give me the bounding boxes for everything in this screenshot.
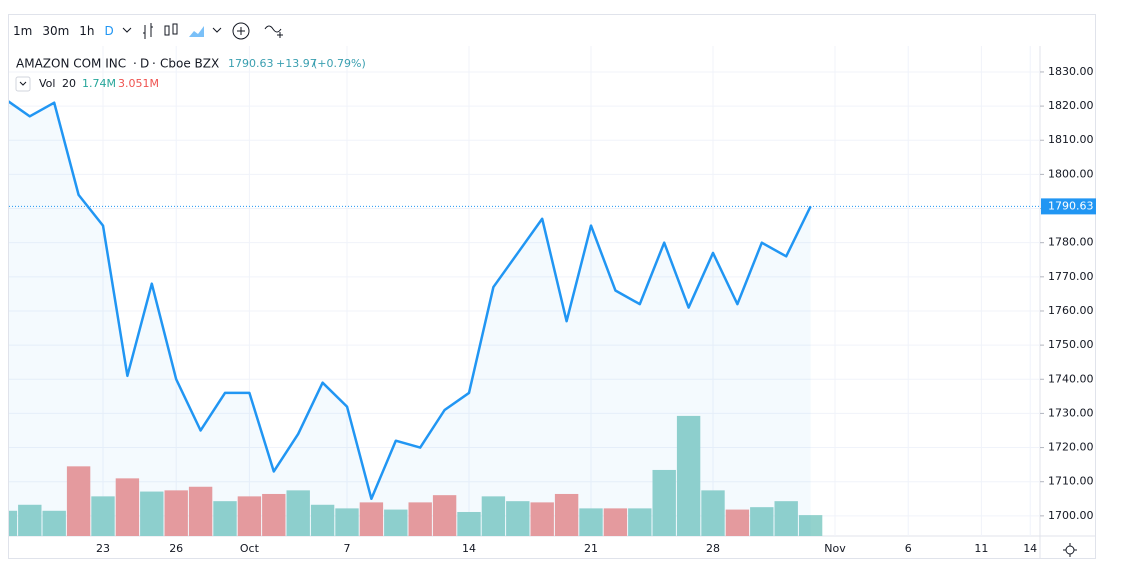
x-tick-label: 6 bbox=[905, 542, 912, 555]
close-value: 1790.63 bbox=[228, 57, 274, 70]
chart-frame bbox=[8, 14, 1096, 559]
interval-button[interactable]: 30m bbox=[42, 24, 70, 38]
area-icon[interactable] bbox=[188, 26, 204, 37]
plot bbox=[9, 100, 823, 536]
interval-button[interactable]: 1m bbox=[13, 24, 33, 38]
volume-bar bbox=[9, 510, 18, 536]
x-tick-label: 21 bbox=[584, 542, 598, 555]
dropdown-icon[interactable] bbox=[212, 27, 222, 33]
volume-bar bbox=[725, 509, 750, 536]
vol-length: 20 bbox=[62, 77, 76, 90]
compare-icon[interactable] bbox=[264, 25, 283, 38]
y-tick-label: 1800.00 bbox=[1048, 167, 1094, 180]
change-value: +13.97 bbox=[276, 57, 317, 70]
volume-bar bbox=[188, 486, 213, 536]
y-tick-label: 1710.00 bbox=[1048, 475, 1094, 488]
toolbar: 1m 30m 1h D bbox=[8, 18, 319, 44]
volume-bar bbox=[701, 490, 725, 536]
volume-bar bbox=[164, 490, 188, 536]
separator: · bbox=[152, 57, 156, 71]
volume-bar bbox=[140, 491, 164, 536]
volume-bar bbox=[579, 508, 603, 536]
last-price-box bbox=[1041, 198, 1096, 215]
dropdown-icon[interactable] bbox=[122, 27, 132, 33]
volume-bar bbox=[676, 415, 701, 536]
separator: · bbox=[133, 57, 137, 71]
volume-bar bbox=[774, 501, 798, 536]
volume-bar bbox=[603, 508, 628, 536]
x-tick-label: 14 bbox=[462, 542, 476, 555]
add-icon[interactable] bbox=[236, 27, 245, 35]
volume-bar bbox=[310, 504, 335, 536]
y-tick-label: 1750.00 bbox=[1048, 338, 1094, 351]
y-tick-label: 1700.00 bbox=[1048, 509, 1094, 522]
collapse-icon bbox=[19, 81, 27, 86]
interval: D bbox=[140, 57, 149, 71]
volume-bar bbox=[18, 504, 42, 536]
volume-bar bbox=[359, 502, 384, 536]
volume-bar bbox=[798, 515, 823, 536]
volume-bar bbox=[652, 469, 676, 536]
y-tick-label: 1740.00 bbox=[1048, 372, 1094, 385]
volume-bar bbox=[750, 507, 774, 536]
y-tick-label: 1720.00 bbox=[1048, 441, 1094, 454]
volume-bar bbox=[42, 510, 66, 536]
volume-bar bbox=[628, 508, 652, 536]
volume-bar bbox=[506, 501, 530, 536]
volume-bar bbox=[262, 493, 286, 536]
last-price-label: 1790.63 bbox=[1048, 199, 1094, 212]
interval-button[interactable]: D bbox=[104, 24, 114, 38]
axes: 1700.00 1710.00 1720.00 1730.00 1740.00 1750.… bbox=[96, 65, 1096, 555]
collapse-button[interactable] bbox=[15, 76, 31, 92]
y-tick-label: 1780.00 bbox=[1048, 236, 1094, 249]
y-tick-label: 1830.00 bbox=[1048, 65, 1094, 78]
symbol: AMAZON COM INC bbox=[16, 57, 126, 71]
x-tick-label: 14 bbox=[1023, 542, 1037, 555]
volume-bar bbox=[408, 502, 432, 536]
price-area bbox=[9, 101, 811, 536]
toolbar-icons[interactable] bbox=[119, 19, 319, 43]
y-tick-label: 1770.00 bbox=[1048, 270, 1094, 283]
settings-icon[interactable] bbox=[1063, 543, 1077, 557]
x-tick-label: 28 bbox=[706, 542, 720, 555]
volume-bar bbox=[530, 502, 554, 536]
volume-bar bbox=[91, 496, 115, 536]
y-tick-label: 1730.00 bbox=[1048, 406, 1094, 419]
volume-bar bbox=[554, 493, 579, 536]
x-tick-label: Nov bbox=[824, 542, 846, 555]
volume-bar bbox=[66, 466, 91, 536]
exchange: Cboe BZX bbox=[160, 57, 219, 71]
change-pct: (+0.79%) bbox=[313, 57, 366, 70]
add-icon[interactable] bbox=[232, 22, 250, 40]
y-tick-label: 1820.00 bbox=[1048, 99, 1094, 112]
volume-bar bbox=[115, 478, 140, 536]
volume-bar bbox=[432, 495, 457, 536]
x-tick-label: 23 bbox=[96, 542, 110, 555]
volume-bar bbox=[457, 511, 481, 536]
volume-bar bbox=[237, 496, 262, 536]
volume-bar bbox=[286, 490, 310, 536]
candle-icon[interactable] bbox=[172, 23, 178, 35]
interval-button[interactable]: 1h bbox=[79, 24, 95, 38]
volume-bar bbox=[213, 501, 237, 536]
vol-value: 1.74M bbox=[82, 77, 116, 90]
x-tick-label: 7 bbox=[344, 542, 351, 555]
volume-bar bbox=[335, 508, 359, 536]
x-tick-label: Oct bbox=[240, 542, 260, 555]
volume-bar bbox=[481, 496, 506, 536]
bar-icon[interactable] bbox=[142, 23, 153, 39]
y-tick-label: 1810.00 bbox=[1048, 133, 1094, 146]
candle-icon[interactable] bbox=[164, 25, 170, 36]
x-tick-label: 11 bbox=[974, 542, 988, 555]
vol-label: Vol bbox=[39, 77, 55, 90]
price-line bbox=[9, 100, 812, 501]
volume-bar bbox=[384, 509, 408, 536]
vol-ma: 3.051M bbox=[118, 77, 159, 90]
y-tick-label: 1760.00 bbox=[1048, 304, 1094, 317]
x-tick-label: 26 bbox=[169, 542, 183, 555]
